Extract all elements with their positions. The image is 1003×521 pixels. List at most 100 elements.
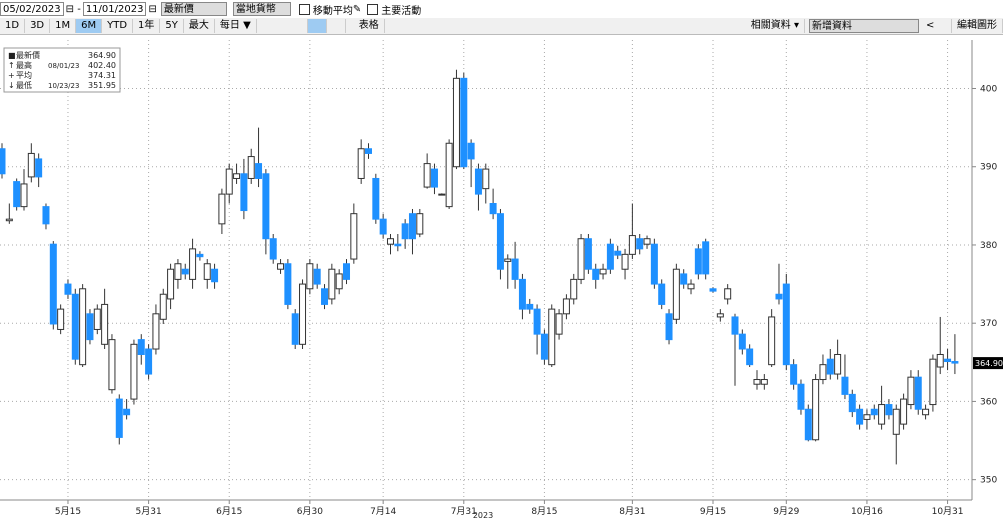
candle-body (665, 313, 673, 341)
field[interactable]: 最新價 (160, 2, 227, 16)
candle-body (687, 283, 695, 290)
candle-body (636, 238, 644, 250)
candle-body (401, 223, 409, 240)
x-tick-label: 6月15 (216, 506, 242, 517)
candle-body (775, 293, 783, 300)
last-price-box (973, 357, 1003, 370)
period-btn[interactable]: YTD (102, 19, 134, 33)
candle-body (584, 238, 592, 270)
candle-body (313, 268, 321, 285)
period-btn[interactable]: 1D (0, 19, 26, 33)
candle-body (782, 283, 790, 366)
candle-body (255, 163, 263, 179)
candle-body (13, 181, 21, 208)
period-btn[interactable]: 5Y (160, 19, 184, 33)
candle-body (423, 163, 431, 188)
candle-body (870, 408, 878, 416)
period-btn[interactable]: 1M (50, 19, 77, 33)
candle-body (650, 243, 658, 285)
candle-body (159, 293, 167, 320)
candle-body (841, 376, 849, 395)
candle-body (335, 273, 343, 290)
x-axis-label: 2023 (473, 511, 493, 520)
candle-body (922, 408, 930, 416)
period-btn[interactable]: 3D (25, 19, 51, 33)
candle-body (885, 404, 893, 416)
freq[interactable]: 每日 ▼ (215, 19, 257, 33)
candle-body (386, 238, 394, 245)
candle-body (115, 398, 123, 438)
candle-body (416, 213, 424, 235)
start-date[interactable]: 05/02/2023 (0, 2, 64, 16)
candle-body (379, 218, 387, 235)
y-tick-label: 370 (980, 319, 997, 329)
candle-body (101, 303, 109, 345)
x-tick-label: 9月15 (700, 506, 726, 517)
y-tick-label: 390 (980, 163, 997, 173)
candle-body (929, 358, 937, 406)
candle-body (562, 298, 570, 315)
candle-body (658, 283, 666, 305)
candle-body (731, 316, 739, 335)
candle-body (79, 288, 87, 366)
legend-label: 最新價 (16, 50, 40, 60)
period-btn[interactable]: 最大 (184, 19, 215, 33)
candle-body (496, 213, 504, 270)
table-btn[interactable]: 表格 (354, 19, 385, 33)
period-btn[interactable]: 1年 (133, 19, 161, 33)
chart: 350 360 370 380 390 400 5月15 5月31 6月15 6月30 7月14 7月… (0, 40, 1003, 520)
candle-body (167, 268, 175, 300)
candle-body (797, 383, 805, 410)
candle-body (145, 348, 153, 375)
legend-value: 351.95 (88, 81, 116, 90)
candle-body (900, 398, 908, 425)
legend-label: 最高 (16, 60, 32, 70)
legend-symbol: ↑ (8, 61, 15, 70)
candle-body (108, 339, 116, 391)
candle-body (35, 158, 43, 178)
legend-symbol: ↓ (8, 81, 15, 90)
x-tick-label: 10月16 (851, 506, 883, 517)
candle-body (445, 142, 453, 208)
candle-body (643, 238, 651, 245)
candle-body (826, 358, 834, 375)
related[interactable]: 相關資料 ▾ (746, 19, 805, 33)
candle-body (306, 263, 314, 290)
legend-value: 402.40 (88, 61, 116, 70)
candle-body (474, 168, 482, 195)
candle-body (592, 268, 600, 280)
candle-body (365, 148, 372, 154)
candle-body (540, 333, 548, 360)
candle-body (533, 308, 541, 335)
edit[interactable]: 編輯圖形 (952, 19, 1003, 33)
candle-body (269, 238, 277, 260)
period-btn[interactable]: 6M (76, 19, 103, 33)
candle-body (130, 343, 138, 400)
candle-body (892, 408, 900, 435)
candle-body (357, 148, 365, 179)
legend-symbol: + (8, 71, 15, 80)
candle-body (467, 142, 475, 160)
currency[interactable]: 當地貨幣 (232, 2, 291, 16)
y-tick-label: 400 (980, 85, 997, 95)
candle-body (482, 168, 490, 190)
end-date[interactable]: 11/01/2023 (82, 2, 147, 16)
checkbox[interactable] (367, 3, 379, 15)
candle-body (328, 268, 336, 300)
candle-body (548, 308, 556, 366)
candle-body (174, 263, 182, 280)
legend: ■ 最新價 364.90 ↑ 最高 08/01/23 402.40 + 平均 374.31 ↓ 最低 1… (3, 47, 121, 93)
candle-body (790, 364, 798, 385)
checkbox[interactable] (298, 3, 310, 15)
candle-body (716, 313, 724, 318)
add[interactable]: 新增資料 (809, 19, 919, 33)
x-tick-label: 9月29 (773, 506, 799, 517)
candle-body (20, 183, 28, 208)
candle-body (863, 414, 871, 420)
candle-body (621, 253, 629, 270)
candle-body (218, 193, 226, 225)
candle-body (738, 333, 746, 350)
candle-body (944, 358, 952, 363)
legend-box (3, 47, 121, 93)
candle-body (408, 213, 416, 240)
